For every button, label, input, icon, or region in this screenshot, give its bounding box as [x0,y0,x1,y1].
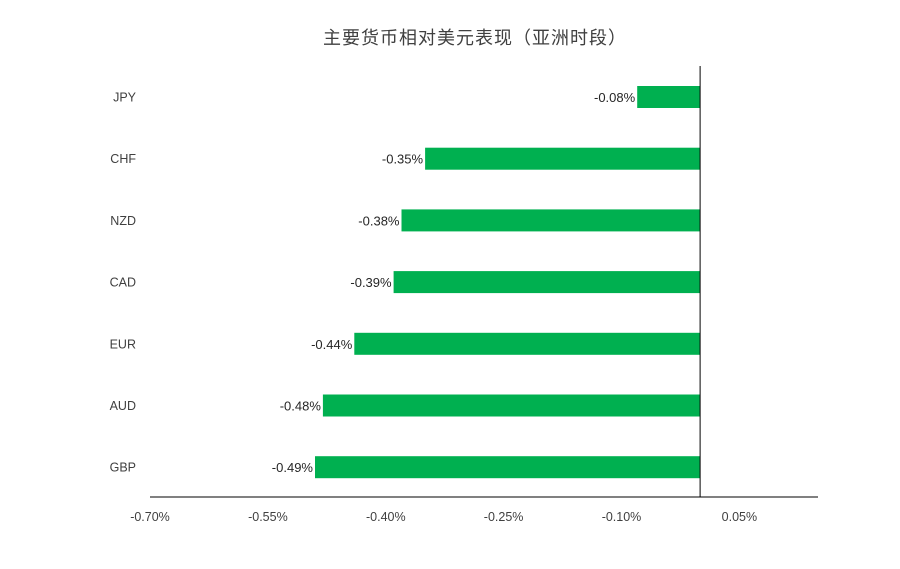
category-label-jpy: JPY [113,91,137,105]
bar-cad [393,271,701,294]
category-label-cad: CAD [110,276,136,290]
category-label-gbp: GBP [110,461,136,475]
data-label-cad: -0.39% [350,275,392,290]
category-label-chf: CHF [110,152,136,166]
x-tick-label: -0.70% [130,510,170,524]
data-label-jpy: -0.08% [594,90,636,105]
data-label-eur: -0.44% [311,337,353,352]
data-label-chf: -0.35% [382,152,424,167]
data-label-nzd: -0.38% [358,213,400,228]
x-tick-label: -0.40% [366,510,406,524]
bar-eur [354,332,701,355]
data-label-gbp: -0.49% [272,460,314,475]
bars-layer [315,86,701,479]
category-label-nzd: NZD [110,214,136,228]
chart-title: 主要货币相对美元表现（亚洲时段） [323,28,627,49]
category-label-aud: AUD [110,399,136,413]
category-label-eur: EUR [110,337,136,351]
bar-nzd [401,209,701,232]
bar-chf [425,147,701,170]
bar-aud [322,394,701,417]
x-tick-label: -0.55% [248,510,288,524]
axes-layer [150,66,818,498]
data-label-aud: -0.48% [280,399,322,414]
bar-jpy [637,86,701,108]
x-tick-label: -0.10% [602,510,642,524]
labels-layer: JPY -0.08% CHF -0.35% NZD -0.38% CAD -0.39% EUR -… [110,90,758,524]
bar-gbp [315,456,701,479]
x-tick-label: 0.05% [722,510,757,524]
x-tick-label: -0.25% [484,510,524,524]
